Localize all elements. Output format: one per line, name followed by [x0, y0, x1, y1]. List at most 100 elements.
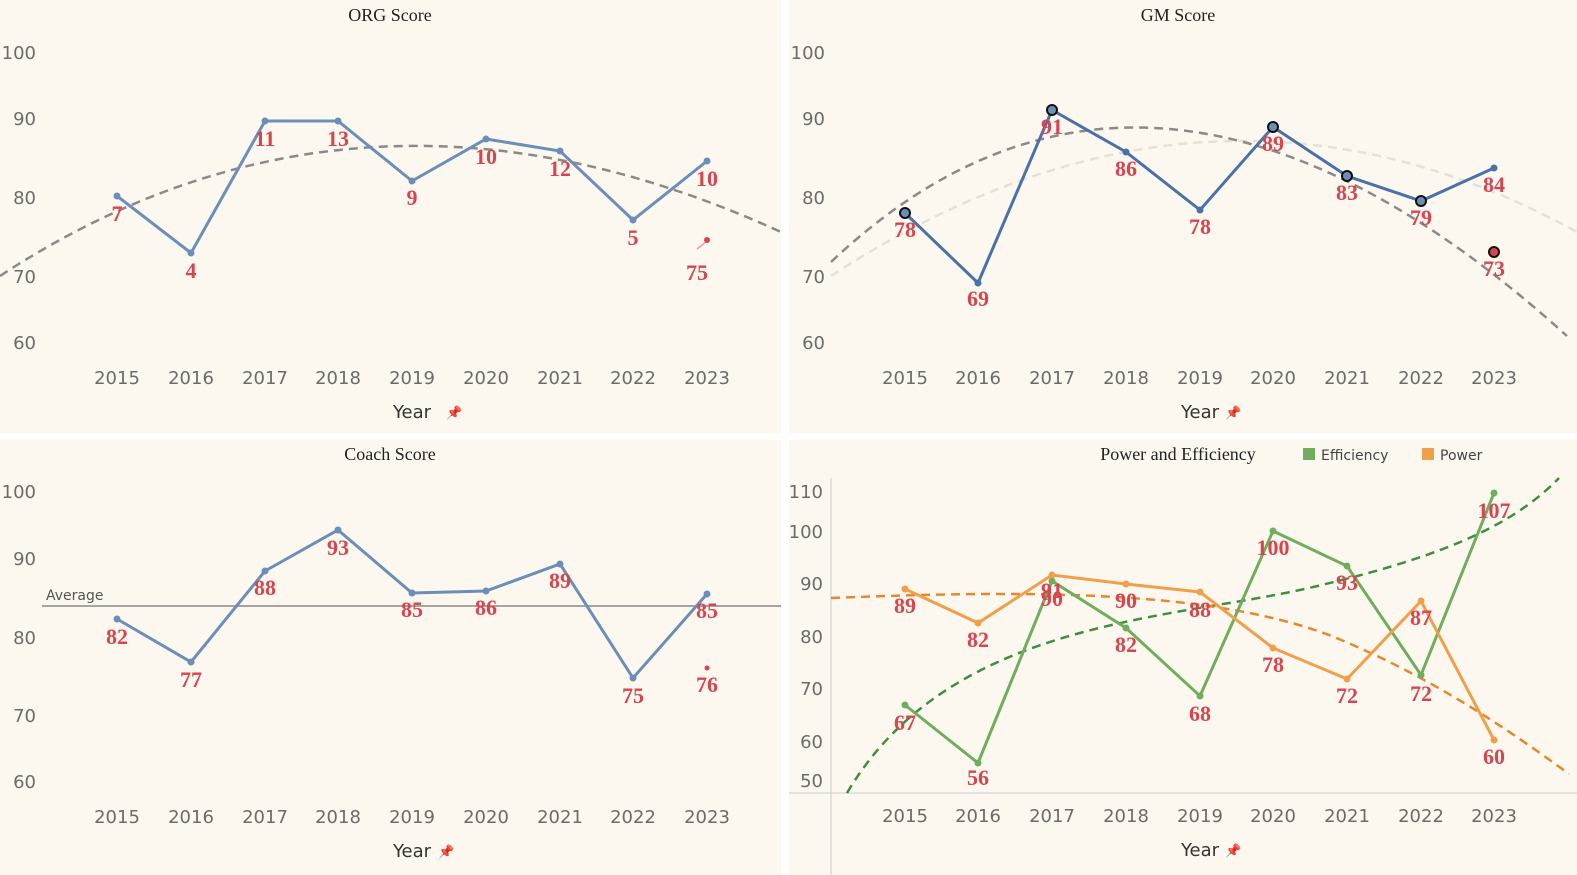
x-axis: 2015 2016 2017 2018 2019 2020 2021 2022 … — [882, 368, 1517, 423]
y-tick-label: 80 — [802, 188, 825, 209]
x-tick-label: 2018 — [1103, 806, 1149, 827]
data-label: 89 — [894, 593, 916, 618]
pin-icon[interactable]: 📌 — [446, 404, 462, 420]
data-point — [1269, 644, 1277, 652]
x-tick-label: 2023 — [1471, 806, 1517, 827]
data-point — [556, 147, 564, 155]
data-label: 91 — [1041, 114, 1063, 139]
data-label: 78 — [894, 217, 916, 242]
data-point — [1343, 675, 1351, 683]
x-tick-label: 2023 — [1471, 368, 1517, 389]
data-label: 91 — [1041, 578, 1063, 603]
x-tick-label: 2015 — [94, 807, 140, 828]
data-labels: 78 69 91 86 78 89 83 79 84 73 — [894, 114, 1505, 311]
data-point — [1490, 489, 1498, 497]
x-tick-label: 2022 — [610, 807, 656, 828]
legend-label-efficiency: Efficiency — [1321, 448, 1388, 464]
data-point — [1196, 692, 1204, 700]
data-label: 77 — [180, 667, 202, 692]
efficiency-data-labels: 67 56 90 82 68 100 93 72 107 — [894, 498, 1511, 790]
data-point — [703, 590, 711, 598]
coach-score-panel: Coach Score 100 90 80 70 60 Average 82 7… — [0, 440, 781, 875]
y-tick-label: 90 — [13, 109, 36, 130]
data-label: 87 — [1410, 605, 1432, 630]
y-tick-label: 60 — [802, 333, 825, 354]
pin-icon[interactable]: 📌 — [438, 843, 454, 859]
x-tick-label: 2019 — [1177, 368, 1223, 389]
chart-title: GM Score — [1141, 5, 1216, 25]
data-point — [1490, 736, 1498, 744]
x-tick-label: 2016 — [168, 807, 214, 828]
y-axis: 100 90 80 70 60 — [2, 43, 36, 354]
data-point — [261, 117, 269, 125]
data-point — [1417, 597, 1425, 605]
x-tick-label: 2015 — [882, 806, 928, 827]
pin-icon[interactable]: 📌 — [1225, 842, 1241, 858]
data-point — [1490, 164, 1498, 172]
data-label: 88 — [1189, 597, 1211, 622]
data-point — [556, 560, 564, 568]
legend-swatch-efficiency — [1303, 448, 1315, 460]
data-label: 7 — [112, 201, 123, 226]
data-point — [1196, 588, 1204, 596]
data-label: 75 — [686, 260, 708, 285]
data-point — [629, 216, 637, 224]
x-tick-label: 2015 — [94, 368, 140, 389]
legend: Efficiency Power — [1303, 448, 1483, 464]
data-label: 76 — [696, 672, 718, 697]
data-label: 82 — [1115, 632, 1137, 657]
data-label: 83 — [1336, 180, 1358, 205]
series-line — [903, 107, 1495, 286]
data-label: 67 — [894, 710, 916, 735]
data-label: 12 — [549, 156, 571, 181]
power-efficiency-panel: Power and Efficiency Efficiency Power 11… — [789, 440, 1577, 875]
data-label: 82 — [967, 627, 989, 652]
data-label: 90 — [1115, 588, 1137, 613]
data-point — [1048, 577, 1056, 585]
data-label: 82 — [106, 624, 128, 649]
data-point — [187, 249, 195, 257]
data-label: 60 — [1483, 744, 1505, 769]
data-label: 88 — [254, 575, 276, 600]
x-tick-label: 2019 — [389, 368, 435, 389]
pin-icon[interactable]: 📌 — [1225, 404, 1241, 420]
series-points — [899, 104, 1498, 287]
secondary-trend-line — [830, 139, 1577, 278]
data-point — [261, 567, 269, 575]
y-axis: 100 90 80 70 60 — [791, 43, 825, 354]
y-tick-label: 60 — [800, 732, 823, 753]
power-trend-line — [830, 592, 1570, 776]
y-tick-label: 100 — [789, 522, 823, 543]
x-tick-label: 2018 — [315, 368, 361, 389]
average-label: Average — [46, 588, 104, 604]
data-point — [901, 585, 909, 593]
y-tick-label: 70 — [13, 267, 36, 288]
y-tick-label: 80 — [13, 188, 36, 209]
data-label: 72 — [1336, 683, 1358, 708]
data-label: 10 — [475, 144, 497, 169]
y-axis: 100 90 80 70 60 — [2, 482, 36, 793]
x-tick-label: 2016 — [168, 368, 214, 389]
data-label: 86 — [475, 595, 497, 620]
data-label: 5 — [628, 225, 639, 250]
data-point — [408, 177, 416, 185]
data-label: 84 — [1483, 172, 1505, 197]
x-axis-title: Year — [392, 841, 432, 862]
data-label: 85 — [401, 597, 423, 622]
y-tick-label: 60 — [13, 333, 36, 354]
data-label: 89 — [549, 568, 571, 593]
x-tick-label: 2023 — [684, 368, 730, 389]
y-tick-label: 70 — [802, 267, 825, 288]
y-tick-label: 110 — [789, 482, 823, 503]
x-tick-label: 2020 — [463, 368, 509, 389]
power-data-labels: 89 82 91 90 88 78 72 87 60 — [894, 578, 1505, 769]
data-point — [974, 619, 982, 627]
y-tick-label: 50 — [800, 771, 823, 792]
data-point — [1196, 206, 1204, 214]
y-tick-label: 70 — [800, 679, 823, 700]
data-label: 93 — [1336, 570, 1358, 595]
y-tick-label: 80 — [800, 627, 823, 648]
y-tick-label: 90 — [13, 549, 36, 570]
extra-point — [1488, 246, 1500, 258]
data-point — [334, 117, 342, 125]
